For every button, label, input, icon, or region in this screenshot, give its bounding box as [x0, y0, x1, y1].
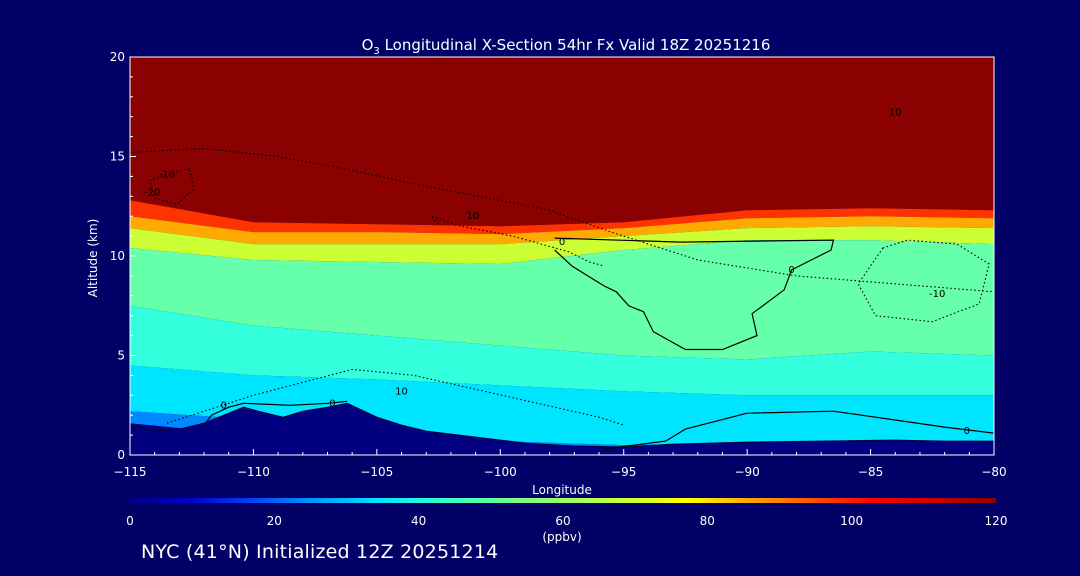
- colorbar-tick-label: 60: [555, 514, 570, 528]
- contour-label-2: 0: [788, 265, 794, 276]
- colorbar: 0 20 40 60 80 100 120 (ppbv): [126, 498, 1007, 544]
- ozone-contours: [130, 147, 994, 450]
- x-tick-label: −115: [114, 465, 147, 479]
- contour-line-1: [554, 237, 835, 351]
- contour-label-8: 10: [467, 211, 480, 222]
- contour-label-9: 10: [889, 108, 902, 119]
- x-tick-label: −90: [734, 465, 759, 479]
- contour-label-7: -20: [144, 187, 160, 198]
- contour-labels: 0 0 0 0 0 -10 -20 10 10 -10 10: [144, 108, 970, 437]
- colorbar-tick-label: 100: [840, 514, 863, 528]
- y-axis: 0 5 10 15 20: [110, 50, 136, 462]
- y-tick-label: 10: [110, 249, 125, 263]
- contour-line-7: [430, 215, 605, 267]
- colorbar-tick-label: 120: [985, 514, 1008, 528]
- footer-caption: NYC (41°N) Initialized 12Z 20251214: [141, 541, 499, 563]
- colorbar-gradient: [130, 498, 996, 503]
- x-tick-label: −80: [981, 465, 1006, 479]
- terrain-mask: [130, 402, 994, 455]
- x-tick-label: −105: [360, 465, 393, 479]
- contour-label-5: 0: [329, 398, 335, 409]
- ozone-layer-upper_troposphere: [130, 226, 994, 264]
- contour-line-4: [130, 147, 994, 293]
- plot-area: 0 0 0 0 0 -10 -20 10 10 -10 10: [130, 57, 994, 455]
- title-post: Longitudinal X-Section 54hr Fx Valid 18Z…: [380, 36, 771, 54]
- y-tick-label: 0: [117, 448, 125, 462]
- x-tick-label: −95: [611, 465, 636, 479]
- ozone-layers: [130, 57, 994, 455]
- ozone-layer-tropopause_band_1: [130, 200, 994, 235]
- ozone-layer-mid_troposphere: [130, 240, 994, 360]
- chart-title: O3 Longitudinal X-Section 54hr Fx Valid …: [362, 36, 771, 57]
- contour-label-11: 10: [395, 386, 408, 397]
- contour-line-3: [203, 400, 348, 426]
- title-sub: 3: [373, 46, 379, 57]
- x-tick-label: −100: [484, 465, 517, 479]
- title-pre: O: [362, 36, 374, 54]
- ozone-layer-lower_troposphere: [130, 305, 994, 396]
- colorbar-ticks: 0 20 40 60 80 100 120: [126, 514, 1007, 528]
- contour-label-1: 0: [559, 237, 565, 248]
- colorbar-units: (ppbv): [542, 530, 581, 544]
- contour-label-10: -10: [929, 289, 945, 300]
- y-tick-label: 20: [110, 50, 125, 64]
- contour-label-3: 0: [964, 426, 970, 437]
- y-tick-label: 5: [117, 349, 125, 363]
- colorbar-tick-label: 20: [267, 514, 282, 528]
- contour-label-6: -10: [159, 169, 175, 180]
- y-tick-label: 15: [110, 150, 125, 164]
- colorbar-tick-label: 40: [411, 514, 426, 528]
- ozone-layer-stratosphere: [130, 57, 994, 227]
- colorbar-tick-label: 80: [700, 514, 715, 528]
- contour-line-2: [603, 410, 994, 450]
- x-axis-label: Longitude: [532, 483, 592, 497]
- x-tick-label: −85: [858, 465, 883, 479]
- ozone-layer-tropopause_band_2: [130, 216, 994, 245]
- y-axis-label: Altitude (km): [86, 219, 100, 298]
- x-tick-label: −110: [237, 465, 270, 479]
- x-axis: −115 −110 −105 −100 −95 −90 −85 −80: [114, 449, 1007, 479]
- contour-label-4: 0: [221, 400, 227, 411]
- colorbar-tick-label: 0: [126, 514, 134, 528]
